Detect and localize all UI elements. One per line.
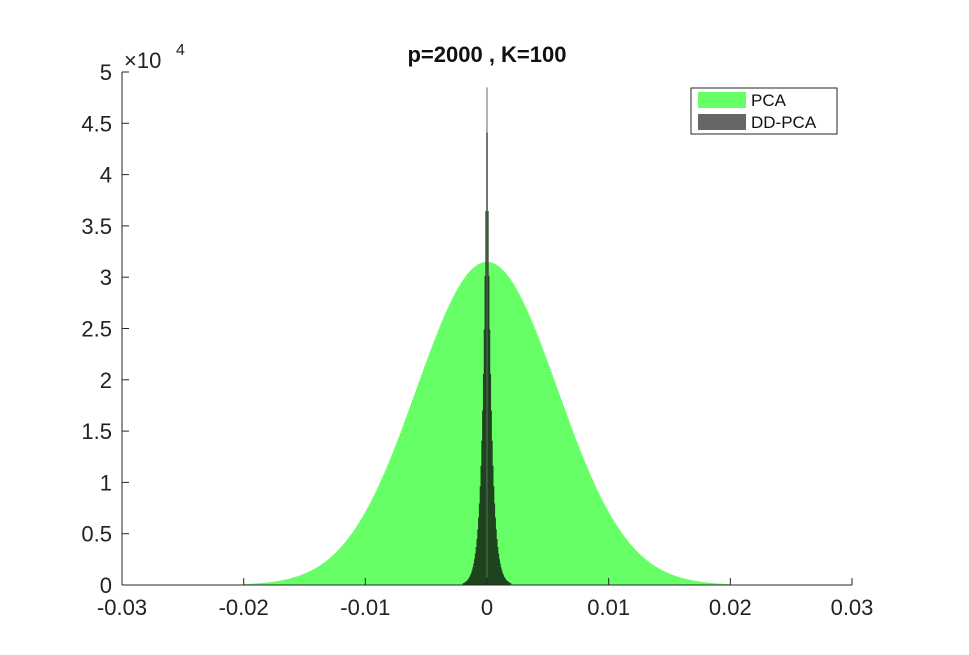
- y-tick-label: 4.5: [81, 111, 112, 136]
- x-tick-label: 0.03: [831, 595, 874, 620]
- y-exponent-power: 4: [176, 42, 185, 59]
- y-tick-label: 4: [100, 163, 112, 188]
- y-tick-label: 3.5: [81, 214, 112, 239]
- y-tick-label: 0: [100, 573, 112, 598]
- y-tick-label: 2.5: [81, 317, 112, 342]
- y-tick-label: 0.5: [81, 522, 112, 547]
- x-tick-label: 0.02: [709, 595, 752, 620]
- legend-swatch-dd-pca: [698, 114, 746, 130]
- y-tick-label: 1.5: [81, 419, 112, 444]
- x-axis-ticks: -0.03 -0.02 -0.01 0 0.01 0.02 0.03: [97, 578, 873, 620]
- y-axis-ticks: 0 0.5 1 1.5 2 2.5 3 3.5 4 4.5 5: [81, 60, 129, 598]
- y-exponent-base: ×10: [124, 48, 161, 73]
- dd-pca-bars: [462, 87, 512, 585]
- x-tick-label: 0.01: [587, 595, 630, 620]
- y-tick-label: 2: [100, 368, 112, 393]
- x-tick-label: -0.02: [219, 595, 269, 620]
- y-tick-label: 3: [100, 265, 112, 290]
- y-tick-label: 1: [100, 470, 112, 495]
- x-tick-label: -0.03: [97, 595, 147, 620]
- chart-title: p=2000 , K=100: [407, 42, 566, 67]
- legend-label-pca: PCA: [751, 91, 787, 110]
- y-tick-label: 5: [100, 60, 112, 85]
- x-tick-label: -0.01: [340, 595, 390, 620]
- x-tick-label: 0: [481, 595, 493, 620]
- legend-swatch-pca: [698, 92, 746, 108]
- legend-label-dd-pca: DD-PCA: [751, 113, 817, 132]
- legend: PCA DD-PCA: [690, 87, 838, 135]
